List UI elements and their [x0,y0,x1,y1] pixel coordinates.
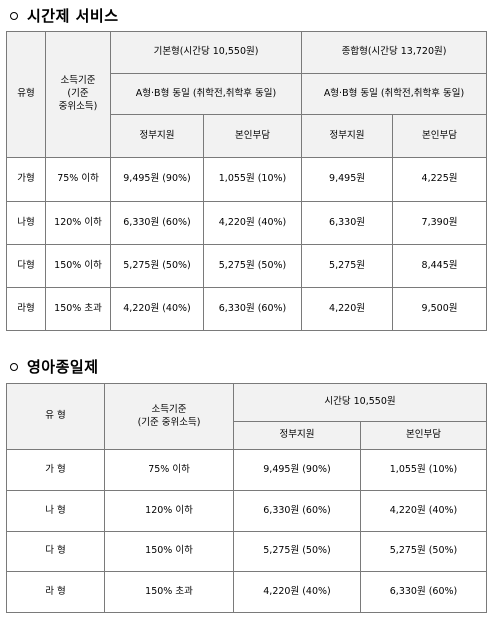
section-title-infant-fullday: 영아종일제 [10,356,99,377]
cell-combined-gov: 6,330원 [301,201,394,245]
cell-type: 다 형 [6,531,105,572]
cell-type: 나 형 [6,490,105,532]
cell-self: 1,055원 (10%) [359,449,488,491]
header-income-criteria: 소득기준 (기준 중위소득) [45,31,111,158]
circle-bullet-icon [10,11,18,20]
cell-income: 75% 이하 [104,449,234,491]
cell-basic-self: 6,330원 (60%) [202,287,303,331]
header-self-pay-combined: 본인부담 [392,114,488,158]
table-row: 나 형 120% 이하 6,330원 (60%) 4,220원 (40%) [6,490,488,532]
cell-basic-self: 1,055원 (10%) [202,157,303,202]
cell-income: 75% 이하 [45,157,111,202]
table-row: 가 형 75% 이하 9,495원 (90%) 1,055원 (10%) [6,449,488,491]
cell-combined-self: 4,225원 [392,157,488,202]
header-income-criteria: 소득기준 (기준 중위소득) [104,383,234,450]
section-title-text: 시간제 서비스 [27,7,119,25]
cell-income: 120% 이하 [104,490,234,532]
cell-basic-gov: 4,220원 (40%) [110,287,204,331]
header-income-line2: (기준 중위소득) [137,416,201,428]
cell-self: 5,275원 (50%) [359,531,488,572]
cell-combined-self: 8,445원 [392,244,488,288]
circle-bullet-icon [10,362,18,371]
header-income-line2: (기준 [67,88,89,100]
cell-combined-self: 9,500원 [392,287,488,331]
header-type: 유형 [6,31,46,158]
cell-combined-gov: 5,275원 [301,244,394,288]
cell-basic-self: 4,220원 (40%) [202,201,303,245]
cell-combined-gov: 4,220원 [301,287,394,331]
cell-basic-gov: 9,495원 (90%) [110,157,204,202]
part-time-service-table: 유형 소득기준 (기준 중위소득) 기본형(시간당 10,550원) 종합형(시… [6,31,488,331]
table-row: 다형 150% 이하 5,275원 (50%) 5,275원 (50%) 5,2… [6,244,488,288]
header-ab-same-combined: A형·B형 동일 (취학전,취학후 동일) [301,73,488,115]
cell-basic-self: 5,275원 (50%) [202,244,303,288]
header-type: 유 형 [6,383,105,450]
cell-type: 나형 [6,201,46,245]
cell-self: 6,330원 (60%) [359,571,488,613]
header-self-pay: 본인부담 [359,421,488,450]
header-basic-type: 기본형(시간당 10,550원) [109,31,303,74]
cell-type: 가형 [6,157,46,202]
section-title-text: 영아종일제 [27,358,99,376]
cell-type: 다형 [6,244,46,288]
table-row: 나형 120% 이하 6,330원 (60%) 4,220원 (40%) 6,3… [6,201,488,245]
cell-gov: 9,495원 (90%) [233,449,361,491]
cell-income: 150% 초과 [104,571,234,613]
cell-gov: 6,330원 (60%) [233,490,361,532]
cell-gov: 4,220원 (40%) [233,571,361,613]
cell-income: 120% 이하 [45,201,111,245]
cell-income: 150% 이하 [104,531,234,572]
header-gov-support-combined: 정부지원 [301,114,394,158]
cell-combined-gov: 9,495원 [301,157,394,202]
cell-type: 라형 [6,287,46,331]
cell-gov: 5,275원 (50%) [233,531,361,572]
header-gov-support-basic: 정부지원 [110,114,204,158]
table-row: 라형 150% 초과 4,220원 (40%) 6,330원 (60%) 4,2… [6,287,488,331]
cell-income: 150% 초과 [45,287,111,331]
cell-self: 4,220원 (40%) [359,490,488,532]
header-income-line3: 중위소득) [58,100,98,112]
cell-type: 가 형 [6,449,105,491]
header-income-line1: 소득기준 [151,403,187,415]
table-row: 라 형 150% 초과 4,220원 (40%) 6,330원 (60%) [6,571,488,613]
header-ab-same-basic: A형·B형 동일 (취학전,취학후 동일) [109,73,303,115]
table-row: 다 형 150% 이하 5,275원 (50%) 5,275원 (50%) [6,531,488,572]
cell-basic-gov: 5,275원 (50%) [110,244,204,288]
header-gov-support: 정부지원 [233,421,361,450]
infant-fullday-table: 유 형 소득기준 (기준 중위소득) 시간당 10,550원 정부지원 본인부담… [6,383,488,613]
cell-type: 라 형 [6,571,105,613]
cell-basic-gov: 6,330원 (60%) [110,201,204,245]
header-hourly-rate: 시간당 10,550원 [232,383,488,422]
cell-income: 150% 이하 [45,244,111,288]
table-row: 가형 75% 이하 9,495원 (90%) 1,055원 (10%) 9,49… [6,157,488,202]
cell-combined-self: 7,390원 [392,201,488,245]
section-title-part-time: 시간제 서비스 [10,5,119,26]
header-income-line1: 소득기준 [60,75,96,87]
header-self-pay-basic: 본인부담 [202,114,303,158]
header-combined-type: 종합형(시간당 13,720원) [301,31,488,74]
